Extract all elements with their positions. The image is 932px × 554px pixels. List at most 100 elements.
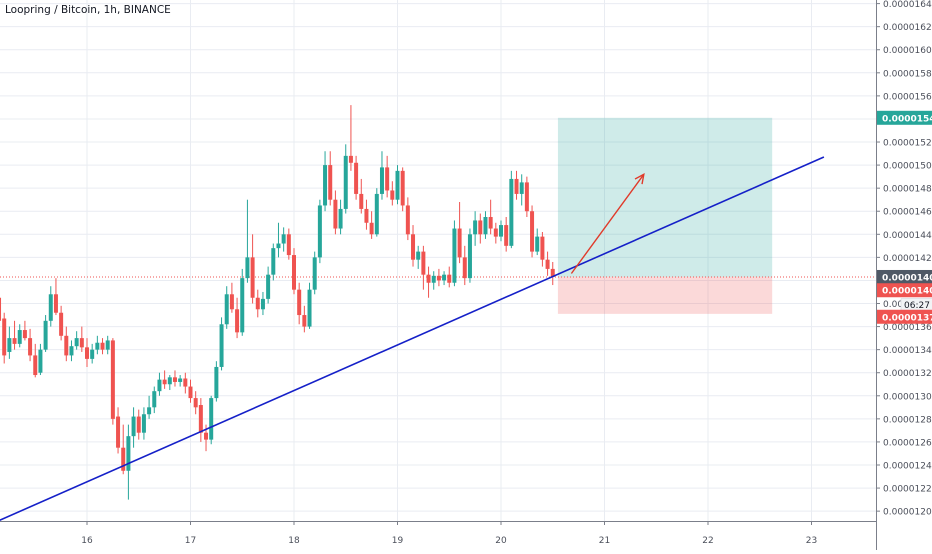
price-tick-label: 0.00001620 bbox=[883, 23, 932, 33]
current-price-label-bg bbox=[877, 269, 932, 284]
candle-body bbox=[390, 190, 395, 200]
candle-body bbox=[0, 297, 2, 321]
candle-body bbox=[338, 208, 343, 229]
candle-body bbox=[147, 407, 152, 415]
candle-body bbox=[131, 416, 136, 437]
price-tick-label: 0.00001280 bbox=[883, 415, 932, 425]
candle-body bbox=[188, 386, 193, 399]
candle-body bbox=[302, 315, 307, 327]
candle-body bbox=[214, 366, 219, 399]
candle-body bbox=[504, 225, 509, 246]
price-tick-label: 0.00001340 bbox=[883, 346, 932, 356]
candle-body bbox=[95, 342, 100, 350]
candle-body bbox=[33, 355, 38, 376]
candle-body bbox=[343, 155, 348, 209]
price-tick-label: 0.00001580 bbox=[883, 69, 932, 79]
candle-body bbox=[59, 312, 64, 336]
loss-zone[interactable] bbox=[557, 276, 773, 314]
candle-body bbox=[442, 274, 447, 281]
candle-body bbox=[488, 216, 493, 229]
candle-body bbox=[172, 377, 177, 382]
candle-body bbox=[374, 193, 379, 235]
candle-body bbox=[136, 416, 141, 433]
stop-price-label: 0.00001371 bbox=[882, 313, 932, 323]
candle-body bbox=[348, 155, 353, 163]
candle-body bbox=[17, 330, 22, 344]
candle-body bbox=[183, 378, 188, 387]
current-price-label: 0.00001403 bbox=[882, 273, 932, 283]
price-tick-label: 0.00001320 bbox=[883, 369, 932, 379]
candle-body bbox=[12, 338, 17, 344]
candle-body bbox=[79, 338, 84, 348]
candle-body bbox=[266, 274, 271, 299]
candle-body bbox=[519, 182, 524, 194]
candle-body bbox=[178, 378, 183, 382]
candle-body bbox=[43, 320, 48, 350]
price-tick-label: 0.00001560 bbox=[883, 92, 932, 102]
candle-body bbox=[204, 432, 209, 440]
candle-body bbox=[229, 294, 234, 310]
candle-body bbox=[447, 274, 452, 283]
candle-body bbox=[100, 342, 105, 350]
price-tick-label: 0.00001220 bbox=[883, 485, 932, 495]
candle-body bbox=[219, 324, 224, 367]
candle-body bbox=[7, 338, 12, 352]
candle-body bbox=[405, 205, 410, 235]
candle-body bbox=[359, 193, 364, 209]
candle-body bbox=[28, 338, 33, 356]
candle-body bbox=[297, 289, 302, 316]
candle-body bbox=[235, 309, 240, 333]
profit-zone[interactable] bbox=[557, 117, 773, 277]
candle-body bbox=[121, 447, 126, 471]
candle-body bbox=[364, 208, 369, 223]
price-tick-label: 0.00001240 bbox=[883, 462, 932, 472]
chart-title: Loopring / Bitcoin, 1h, BINANCE bbox=[5, 4, 171, 16]
candle-body bbox=[110, 340, 115, 419]
candle-body bbox=[53, 294, 58, 313]
arrow-line[interactable] bbox=[570, 173, 645, 274]
candle-body bbox=[426, 274, 431, 283]
candle-body bbox=[483, 216, 488, 235]
price-tick-label: 0.00001600 bbox=[883, 46, 932, 56]
time-tick-label: 19 bbox=[392, 536, 404, 546]
candle-body bbox=[431, 275, 436, 283]
candle-body bbox=[198, 405, 203, 433]
candle-body bbox=[209, 398, 214, 440]
stop-price-label-bg bbox=[877, 309, 932, 324]
candle-body bbox=[240, 278, 245, 333]
candle-body bbox=[48, 294, 53, 321]
candle-body bbox=[514, 178, 519, 194]
candle-body bbox=[395, 170, 400, 200]
candle-body bbox=[167, 377, 172, 385]
price-tick-label: 0.00001480 bbox=[883, 185, 932, 195]
candle-body bbox=[499, 225, 503, 237]
candle-body bbox=[64, 335, 69, 356]
trendline[interactable] bbox=[0, 156, 825, 537]
candle-body bbox=[369, 222, 374, 235]
candle-body bbox=[323, 165, 328, 206]
countdown-label: 06:27 bbox=[904, 301, 930, 311]
candle-body bbox=[530, 211, 535, 252]
price-tick-label: 0.00001360 bbox=[883, 323, 932, 333]
candle-body bbox=[90, 349, 95, 359]
candle-body bbox=[276, 243, 281, 249]
candle-body bbox=[317, 205, 322, 258]
candle-body bbox=[271, 248, 276, 275]
candle-body bbox=[524, 182, 529, 212]
time-tick-label: 17 bbox=[185, 536, 196, 546]
time-tick-label: 22 bbox=[702, 536, 713, 546]
candle-body bbox=[354, 162, 359, 194]
time-tick-label: 23 bbox=[806, 536, 817, 546]
price-tick-label: 0.00001200 bbox=[883, 508, 932, 518]
candle-body bbox=[38, 349, 43, 373]
price-tick-label: 0.00001300 bbox=[883, 392, 932, 402]
candle-body bbox=[493, 228, 498, 237]
candle-body bbox=[333, 199, 338, 229]
candle-body bbox=[69, 346, 74, 356]
candle-body bbox=[116, 416, 121, 448]
candle-body bbox=[550, 268, 555, 277]
candle-body bbox=[286, 234, 291, 256]
candle-body bbox=[540, 236, 545, 260]
